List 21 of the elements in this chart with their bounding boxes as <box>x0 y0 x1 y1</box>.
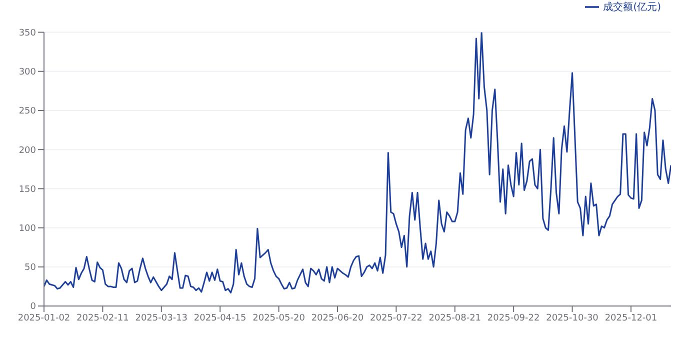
x-tick-label: 2025-03-13 <box>135 313 188 324</box>
y-tick-label: 100 <box>18 224 36 234</box>
line-series <box>44 32 671 294</box>
x-tick-label: 2025-02-11 <box>76 313 129 324</box>
y-tick-label: 350 <box>18 28 36 38</box>
x-tick-label: 2025-07-22 <box>370 313 422 324</box>
legend-label: 成交额(亿元) <box>603 2 661 13</box>
x-tick-label: 2025-12-01 <box>604 313 658 324</box>
x-tick-label: 2025-05-20 <box>252 313 306 324</box>
x-tick-label: 2025-08-21 <box>428 313 482 324</box>
y-tick-label: 0 <box>30 302 36 312</box>
y-tick-label: 50 <box>24 263 36 274</box>
x-tick-label: 2025-10-30 <box>546 313 599 324</box>
x-tick-label: 2025-01-02 <box>18 313 70 324</box>
y-tick-label: 300 <box>18 68 36 78</box>
y-tick-label: 200 <box>18 146 36 156</box>
x-tick-label: 2025-09-22 <box>487 313 540 324</box>
x-tick-label: 2025-06-20 <box>311 313 364 324</box>
y-tick-label: 250 <box>18 106 36 117</box>
y-tick-label: 150 <box>18 184 36 195</box>
x-tick-label: 2025-04-15 <box>194 313 246 324</box>
